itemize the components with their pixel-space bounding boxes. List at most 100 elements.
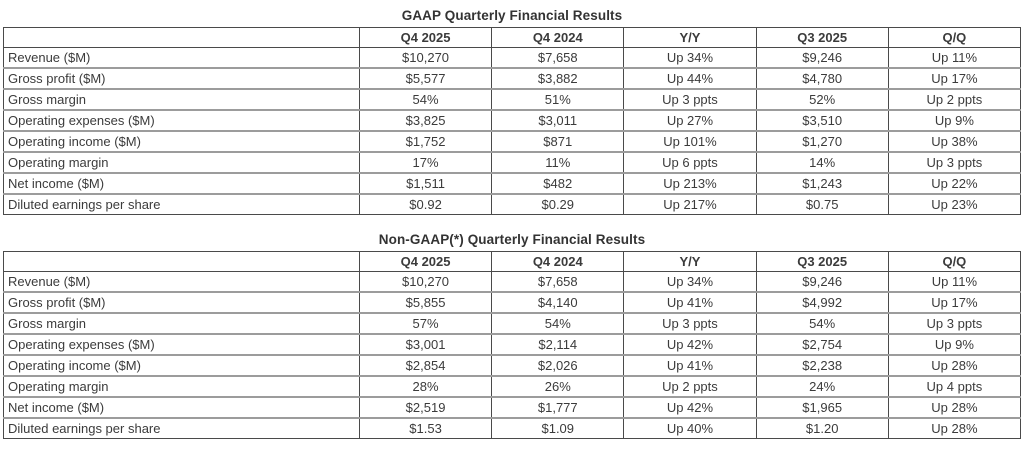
table-cell: Up 38% bbox=[887, 131, 1022, 153]
column-header: Q4 2024 bbox=[491, 27, 625, 48]
table-cell: $0.92 bbox=[358, 194, 493, 215]
column-header: Y/Y bbox=[623, 251, 757, 272]
table-cell: Up 11% bbox=[887, 271, 1022, 293]
table-cell: $3,011 bbox=[491, 110, 625, 132]
row-label: Revenue ($M) bbox=[3, 271, 360, 293]
table-cell: 28% bbox=[358, 376, 493, 398]
table-cell: $2,114 bbox=[491, 334, 625, 356]
table-cell: 24% bbox=[755, 376, 889, 398]
gaap-table-body: Revenue ($M) $10,270 $7,658 Up 34% $9,246 Up … bbox=[3, 47, 1022, 215]
table-cell: Up 6 ppts bbox=[623, 152, 757, 174]
table-row: Gross profit ($M) $5,855 $4,140 Up 41% $4,99… bbox=[3, 292, 1022, 314]
table-cell: $0.75 bbox=[755, 194, 889, 215]
table-cell: Up 22% bbox=[887, 173, 1022, 195]
table-cell: Up 9% bbox=[887, 110, 1022, 132]
table-cell: Up 28% bbox=[887, 355, 1022, 377]
table-cell: Up 3 ppts bbox=[887, 152, 1022, 174]
table-cell: $2,238 bbox=[755, 355, 889, 377]
table-cell: $2,854 bbox=[358, 355, 493, 377]
table-cell: Up 44% bbox=[623, 68, 757, 90]
table-cell: 57% bbox=[358, 313, 493, 335]
table-cell: Up 40% bbox=[623, 418, 757, 439]
row-label: Operating margin bbox=[3, 152, 360, 174]
row-label: Net income ($M) bbox=[3, 173, 360, 195]
table-cell: $871 bbox=[491, 131, 625, 153]
table-row: Operating margin 17% 11% Up 6 ppts 14% Up 3 p… bbox=[3, 152, 1022, 174]
table-row: Gross margin 57% 54% Up 3 ppts 54% Up 3 ppts bbox=[3, 313, 1022, 335]
table-row: Revenue ($M) $10,270 $7,658 Up 34% $9,246 Up … bbox=[3, 271, 1022, 293]
column-header: Q/Q bbox=[887, 27, 1022, 48]
table-cell: 54% bbox=[358, 89, 493, 111]
table-row: Operating expenses ($M) $3,001 $2,114 Up 42… bbox=[3, 334, 1022, 356]
table-cell: Up 28% bbox=[887, 418, 1022, 439]
table-cell: $7,658 bbox=[491, 271, 625, 293]
row-label: Operating expenses ($M) bbox=[3, 334, 360, 356]
column-header: Y/Y bbox=[623, 27, 757, 48]
table-row: Operating income ($M) $2,854 $2,026 Up 41% $… bbox=[3, 355, 1022, 377]
table-cell: $3,825 bbox=[358, 110, 493, 132]
table-row: Diluted earnings per share $1.53 $1.09 Up 4… bbox=[3, 418, 1022, 439]
gaap-table-header: Q4 2025 Q4 2024 Y/Y Q3 2025 Q/Q bbox=[3, 27, 1022, 48]
non-gaap-table-body: Revenue ($M) $10,270 $7,658 Up 34% $9,246 Up … bbox=[3, 271, 1022, 439]
column-header: Q3 2025 bbox=[755, 27, 889, 48]
column-header: Q4 2024 bbox=[491, 251, 625, 272]
non-gaap-table-header: Q4 2025 Q4 2024 Y/Y Q3 2025 Q/Q bbox=[3, 251, 1022, 272]
table-cell: $9,246 bbox=[755, 271, 889, 293]
row-label: Gross margin bbox=[3, 313, 360, 335]
row-label: Gross margin bbox=[3, 89, 360, 111]
table-cell: Up 34% bbox=[623, 47, 757, 69]
row-label: Revenue ($M) bbox=[3, 47, 360, 69]
table-cell: Up 11% bbox=[887, 47, 1022, 69]
table-cell: $10,270 bbox=[358, 47, 493, 69]
table-cell: $9,246 bbox=[755, 47, 889, 69]
table-cell: Up 4 ppts bbox=[887, 376, 1022, 398]
table-cell: $1,511 bbox=[358, 173, 493, 195]
column-header: Q3 2025 bbox=[755, 251, 889, 272]
table-cell: 54% bbox=[755, 313, 889, 335]
table-cell: Up 34% bbox=[623, 271, 757, 293]
gaap-table-title: GAAP Quarterly Financial Results bbox=[401, 8, 623, 23]
header-row: Q4 2025 Q4 2024 Y/Y Q3 2025 Q/Q bbox=[3, 27, 1022, 48]
table-cell: Up 3 ppts bbox=[623, 313, 757, 335]
row-label: Gross profit ($M) bbox=[3, 68, 360, 90]
table-cell: $2,519 bbox=[358, 397, 493, 419]
column-header: Q4 2025 bbox=[358, 251, 493, 272]
table-row: Gross profit ($M) $5,577 $3,882 Up 44% $4,78… bbox=[3, 68, 1022, 90]
table-cell: Up 27% bbox=[623, 110, 757, 132]
row-label: Diluted earnings per share bbox=[3, 418, 360, 439]
table-cell: $1,752 bbox=[358, 131, 493, 153]
table-cell: $3,882 bbox=[491, 68, 625, 90]
table-cell: 52% bbox=[755, 89, 889, 111]
row-label: Gross profit ($M) bbox=[3, 292, 360, 314]
table-cell: $3,510 bbox=[755, 110, 889, 132]
table-cell: $1,965 bbox=[755, 397, 889, 419]
row-label: Operating income ($M) bbox=[3, 131, 360, 153]
table-row: Diluted earnings per share $0.92 $0.29 Up 2… bbox=[3, 194, 1022, 215]
table-cell: $482 bbox=[491, 173, 625, 195]
table-cell: Up 101% bbox=[623, 131, 757, 153]
table-cell: 14% bbox=[755, 152, 889, 174]
table-cell: $1.09 bbox=[491, 418, 625, 439]
table-cell: $5,855 bbox=[358, 292, 493, 314]
table-cell: Up 2 ppts bbox=[887, 89, 1022, 111]
table-cell: Up 23% bbox=[887, 194, 1022, 215]
header-row: Q4 2025 Q4 2024 Y/Y Q3 2025 Q/Q bbox=[3, 251, 1022, 272]
non-gaap-results-section: Non-GAAP(*) Quarterly Financial Results … bbox=[3, 232, 1022, 439]
table-cell: Up 41% bbox=[623, 355, 757, 377]
table-cell: $1,777 bbox=[491, 397, 625, 419]
table-row: Operating expenses ($M) $3,825 $3,011 Up 27… bbox=[3, 110, 1022, 132]
table-row: Net income ($M) $1,511 $482 Up 213% $1,243 Up… bbox=[3, 173, 1022, 195]
table-cell: $5,577 bbox=[358, 68, 493, 90]
table-cell: $1.20 bbox=[755, 418, 889, 439]
table-cell: $3,001 bbox=[358, 334, 493, 356]
row-label: Operating expenses ($M) bbox=[3, 110, 360, 132]
column-header: Q/Q bbox=[887, 251, 1022, 272]
table-cell: $1.53 bbox=[358, 418, 493, 439]
table-cell: $2,026 bbox=[491, 355, 625, 377]
table-cell: Up 17% bbox=[887, 68, 1022, 90]
table-cell: Up 28% bbox=[887, 397, 1022, 419]
financial-results-page: GAAP Quarterly Financial Results Q4 2025… bbox=[0, 8, 1024, 439]
table-cell: Up 2 ppts bbox=[623, 376, 757, 398]
row-label: Operating income ($M) bbox=[3, 355, 360, 377]
row-label-column-header bbox=[3, 27, 360, 48]
